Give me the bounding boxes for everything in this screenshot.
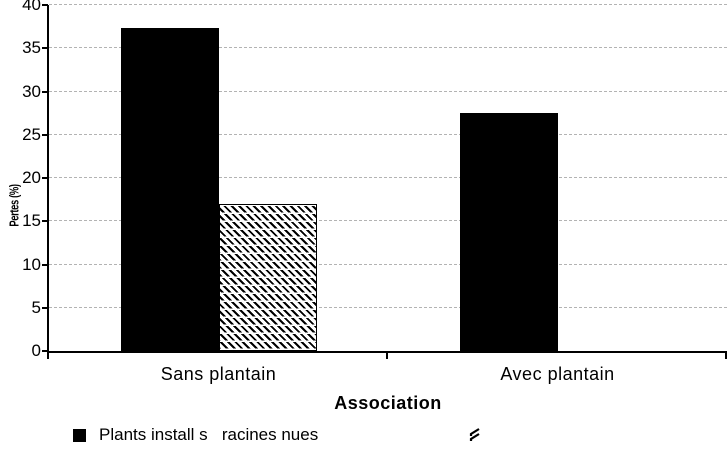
x-axis-title: Association xyxy=(334,393,442,413)
x-tick-mark xyxy=(47,353,49,359)
bar-sans-plantain-series-2 xyxy=(218,203,317,351)
y-tick-mark xyxy=(42,4,48,6)
y-tick-label: 30 xyxy=(22,81,41,101)
y-tick-mark xyxy=(42,263,48,266)
y-tick-mark xyxy=(42,47,48,50)
y-tick-label: 5 xyxy=(31,297,41,317)
x-tick-mark xyxy=(725,353,727,359)
gridline xyxy=(49,90,727,92)
legend-label: Plants install s racines nues xyxy=(99,425,319,444)
y-tick-mark xyxy=(42,350,48,352)
x-category-label: Sans plantain xyxy=(160,364,277,384)
bar-avec-plantain-series-1 xyxy=(459,113,558,351)
x-tick-mark xyxy=(386,353,388,359)
y-tick-label: 15 xyxy=(22,211,41,231)
gridline xyxy=(49,133,727,135)
bar-sans-plantain-series-1 xyxy=(120,28,219,351)
y-tick-label: 0 xyxy=(31,341,41,360)
y-tick-label: 10 xyxy=(22,254,41,274)
y-tick-label: 35 xyxy=(22,38,41,58)
x-category-label: Avec plantain xyxy=(500,364,615,384)
y-tick-mark xyxy=(42,177,48,179)
gridline xyxy=(49,220,727,222)
y-tick-label: 40 xyxy=(22,0,41,14)
gridline xyxy=(49,177,727,178)
gridline xyxy=(49,47,727,49)
y-tick-label: 20 xyxy=(22,168,41,187)
y-tick-mark xyxy=(42,220,48,223)
corrupted-legend-glyph xyxy=(469,428,480,441)
y-tick-mark xyxy=(42,306,48,309)
gridline xyxy=(49,306,727,308)
y-tick-mark xyxy=(42,133,48,136)
gridline xyxy=(49,4,727,5)
plot-area xyxy=(47,4,727,353)
gridline xyxy=(49,263,727,265)
legend-marker-black-square xyxy=(73,428,86,442)
y-tick-mark xyxy=(42,90,48,93)
y-tick-label: 25 xyxy=(22,124,41,144)
legend: Plants install s racines nues xyxy=(73,425,319,444)
